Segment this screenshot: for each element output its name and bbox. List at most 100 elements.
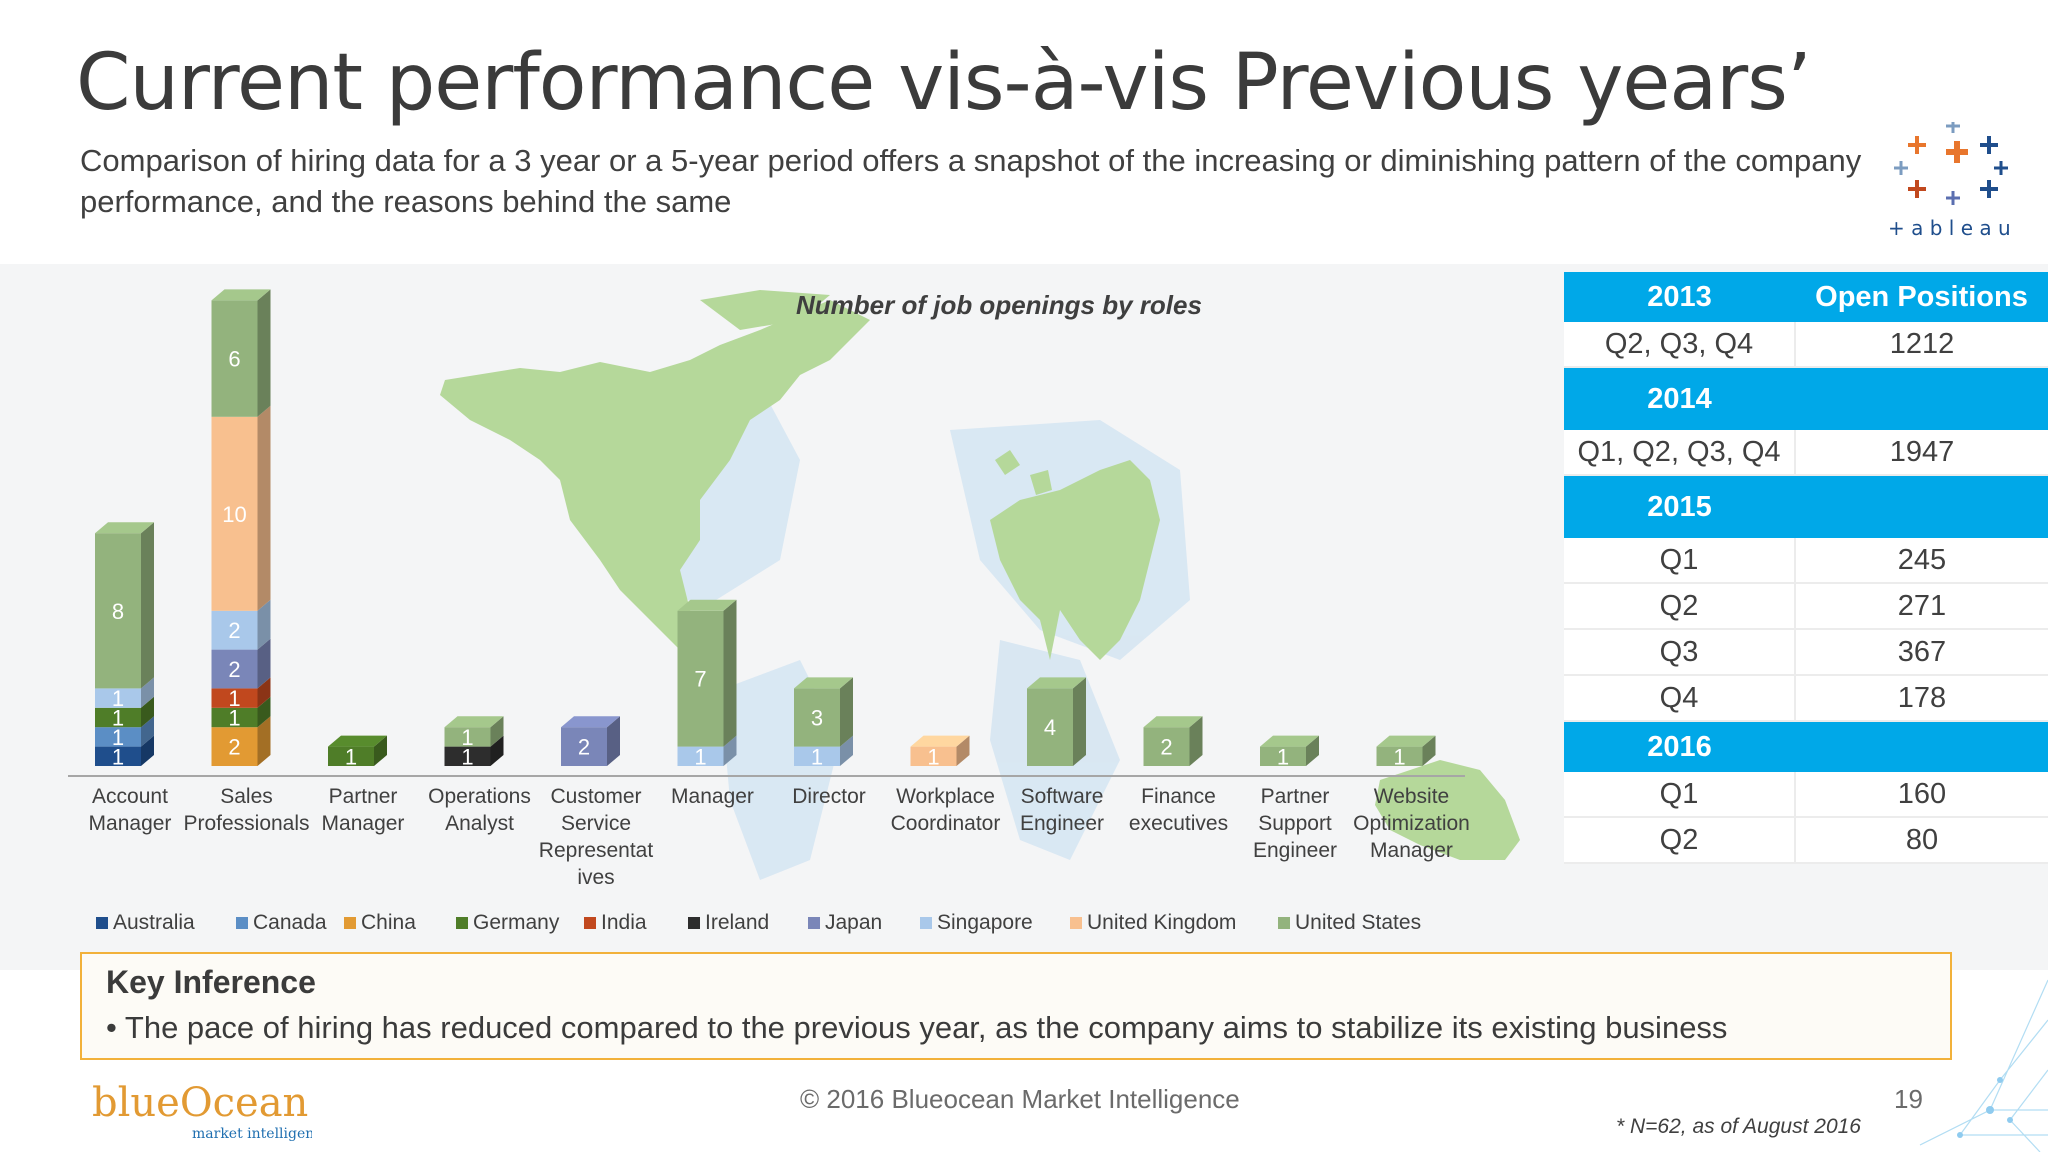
map-eurasia	[990, 450, 1160, 660]
table-row: Q4 178	[1564, 675, 2048, 722]
year-cell: 2016	[1564, 721, 1795, 772]
open-positions-cell: 1947	[1795, 430, 2048, 476]
legend-swatch	[808, 917, 820, 929]
tableau-logo: + a b l e a u	[1888, 122, 2011, 240]
table-row: Q1 245	[1564, 538, 2048, 584]
data-label: 2	[228, 657, 240, 682]
table-row: Q1 160	[1564, 772, 2048, 818]
category-label: executives	[1129, 812, 1228, 835]
category-label: Engineer	[1020, 812, 1104, 835]
data-label: 1	[112, 706, 124, 731]
category-label: Representat	[539, 839, 654, 862]
legend-item-ireland: Ireland	[688, 911, 808, 935]
table-row: Q2, Q3, Q4 1212	[1564, 322, 2048, 368]
open-positions-cell: 80	[1795, 817, 2048, 864]
data-label: 1	[345, 744, 357, 769]
chart-title: Number of job openings by roles	[796, 290, 1202, 320]
category-label: Service	[561, 812, 631, 835]
bar-segment-singapore	[95, 677, 154, 708]
bar-segment-united-states	[677, 599, 737, 747]
period-cell: Q1	[1564, 772, 1796, 818]
period-cell: Q2	[1564, 817, 1796, 864]
legend-item-australia: Australia	[96, 911, 236, 935]
legend-item-singapore: Singapore	[920, 911, 1070, 935]
category-label: Workplace	[896, 785, 995, 808]
legend-item-united-states: United States	[1278, 911, 1428, 935]
bar-segment-china	[211, 716, 271, 766]
header-value-cell	[1795, 721, 2048, 772]
table-row: Q1, Q2, Q3, Q4 1947	[1564, 430, 2048, 476]
key-inference-title: Key Inference	[106, 964, 316, 1000]
bar-segment-germany	[211, 696, 271, 728]
data-label: 2	[228, 618, 240, 643]
legend-swatch	[584, 917, 596, 929]
chart-legend: Australia Canada China Germany India Ireland J…	[96, 911, 1428, 935]
bar-segment-united-states	[794, 677, 853, 747]
data-label: 1	[461, 744, 473, 769]
open-positions-table: 2013 Open Positions Q2, Q3, Q4 1212 2014 Q1, …	[1564, 272, 2048, 864]
table-year-header: 2013 Open Positions	[1564, 272, 2048, 322]
data-label: 1	[1393, 744, 1405, 769]
category-label: Software	[1021, 785, 1104, 808]
key-inference-box: Key Inference • The pace of hiring has r…	[80, 952, 1952, 1060]
open-positions-cell: 178	[1795, 675, 2048, 722]
legend-item-united-kingdom: United Kingdom	[1070, 911, 1278, 935]
legend-swatch	[96, 917, 108, 929]
bar-segment-india	[211, 677, 271, 708]
bar-segment-japan	[561, 716, 620, 766]
data-label: 2	[228, 735, 240, 760]
page-subtitle: Comparison of hiring data for a 3 year o…	[80, 143, 1862, 219]
legend-item-china: China	[344, 911, 456, 935]
bar-segment-ireland	[444, 735, 504, 766]
network-decoration	[1919, 979, 2048, 1152]
key-inference-text: • The pace of hiring has reduced compare…	[106, 1010, 1728, 1045]
legend-swatch	[920, 917, 932, 929]
data-label: 2	[1160, 735, 1172, 760]
table-year-header: 2014	[1564, 367, 2048, 430]
tableau-logo-text: + a b l e a u	[1888, 216, 2011, 240]
map-australia	[1375, 760, 1520, 860]
open-positions-cell: 1212	[1795, 322, 2048, 368]
bar-segment-canada	[95, 716, 154, 747]
legend-item-canada: Canada	[236, 911, 344, 935]
category-label: Operations	[428, 785, 531, 808]
legend-label: Canada	[253, 911, 327, 934]
open-positions-cell: 271	[1795, 583, 2048, 630]
category-label: Manager	[322, 812, 405, 835]
open-positions-cell: 160	[1795, 772, 2048, 818]
data-label: 2	[578, 735, 590, 760]
legend-label: United States	[1295, 911, 1422, 934]
data-label: 1	[811, 744, 823, 769]
table-year-header: 2015	[1564, 475, 2048, 538]
bar-segment-germany	[95, 696, 154, 728]
data-label: 1	[461, 725, 473, 750]
bar-segment-united-kingdom	[910, 735, 970, 766]
bar-segment-germany	[328, 735, 387, 766]
legend-swatch	[236, 917, 248, 929]
legend-item-india: India	[584, 911, 688, 935]
bar-segment-united-states	[95, 522, 154, 689]
page-title: Current performance vis-à-vis Previous y…	[76, 38, 1812, 128]
bar-segment-japan	[211, 638, 271, 689]
data-label: 3	[811, 706, 823, 731]
category-label: Manager	[89, 812, 172, 835]
legend-label: Singapore	[937, 911, 1033, 934]
legend-label: Australia	[113, 911, 195, 934]
legend-swatch	[688, 917, 700, 929]
category-label: Account	[92, 785, 168, 808]
brand-name: blueOcean	[92, 1080, 308, 1126]
table-row: Q2 271	[1564, 583, 2048, 630]
table-row: Q2 80	[1564, 817, 2048, 864]
bar-segment-united-states	[444, 716, 504, 747]
page-number: 19	[1894, 1084, 1923, 1114]
data-label: 10	[222, 502, 246, 527]
category-label: ives	[577, 866, 614, 889]
legend-swatch	[344, 917, 356, 929]
category-label: Manager	[1370, 839, 1453, 862]
data-label: 1	[927, 744, 939, 769]
category-label: Optimization	[1353, 812, 1470, 835]
open-positions-cell: 245	[1795, 538, 2048, 584]
data-label: 1	[112, 686, 124, 711]
table-year-header: 2016	[1564, 721, 2048, 772]
